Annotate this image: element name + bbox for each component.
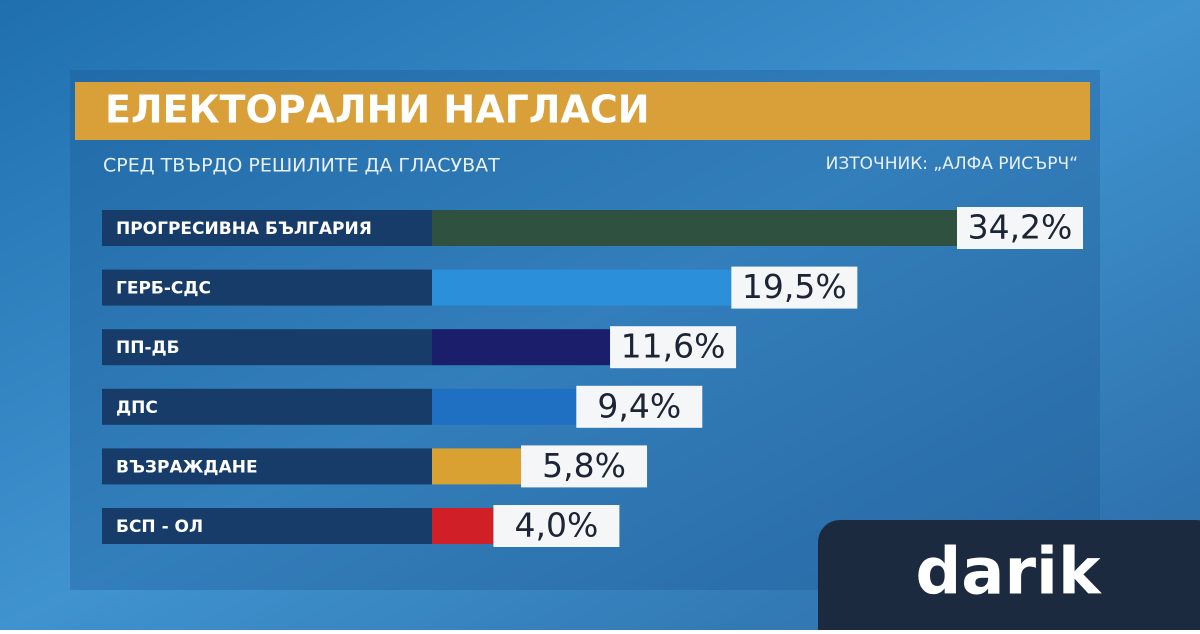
- value-label: 34,2%: [968, 208, 1073, 247]
- bar: [432, 329, 611, 366]
- value-label: 19,5%: [742, 267, 847, 306]
- label-band: [102, 448, 432, 485]
- value-label: 9,4%: [597, 386, 681, 425]
- value-box: [610, 326, 737, 369]
- bar: [432, 388, 577, 425]
- value-box: [576, 385, 703, 428]
- label-band: [102, 508, 432, 544]
- label-band: [102, 269, 432, 306]
- value-label: 5,8%: [542, 446, 626, 485]
- value-box: [493, 505, 620, 547]
- value-label: 4,0%: [514, 506, 598, 545]
- title-band: [75, 82, 1090, 140]
- bar: [432, 269, 732, 306]
- bar: [432, 448, 522, 485]
- chart-title: ЕЛЕКТОРАЛНИ НАГЛАСИ: [105, 88, 650, 132]
- label-band: [102, 329, 432, 366]
- label-band: [102, 388, 432, 425]
- bars: ПРОГРЕСИВНА БЪЛГАРИЯ 34,2% ГЕРБ-СДС 19,5% ПП…: [102, 207, 1083, 547]
- category-label: БСП - ОЛ: [116, 517, 203, 537]
- value-box: [957, 207, 1083, 249]
- category-label: ВЪЗРАЖДАНЕ: [116, 457, 258, 477]
- bar: [432, 508, 494, 544]
- logo-box: [818, 520, 1200, 634]
- category-label: ГЕРБ-СДС: [116, 279, 211, 299]
- category-label: ПРОГРЕСИВНА БЪЛГАРИЯ: [116, 219, 372, 239]
- value-box: [521, 445, 648, 488]
- subtitle: СРЕД ТВЪРДО РЕШИЛИТЕ ДА ГЛАСУВАТ: [103, 155, 500, 177]
- bar: [432, 210, 957, 246]
- label-band: [102, 210, 432, 246]
- source: ИЗТОЧНИК: „АЛФА РИСЪРЧ“: [826, 154, 1078, 174]
- category-label: ДПС: [116, 398, 158, 418]
- logo: darik: [915, 536, 1102, 610]
- value-box: [731, 266, 858, 309]
- category-label: ПП-ДБ: [116, 338, 180, 358]
- value-label: 11,6%: [621, 327, 726, 366]
